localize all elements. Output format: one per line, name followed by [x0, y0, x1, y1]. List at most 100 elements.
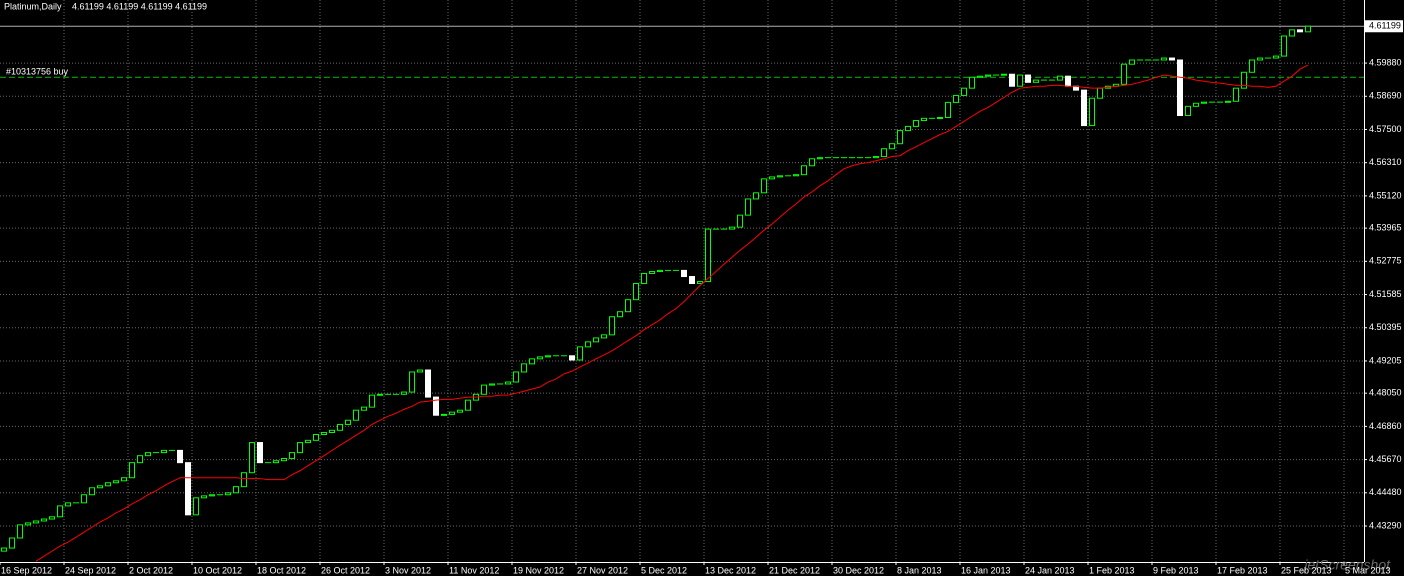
candle-bull	[905, 125, 911, 132]
candle-bear	[1177, 59, 1183, 117]
candle-bull	[1089, 97, 1095, 127]
candle-bull	[81, 494, 87, 504]
candle-bull	[321, 432, 327, 435]
y-tick-label: 4.46860	[1369, 421, 1402, 431]
candle-bull	[145, 452, 151, 457]
candle-bull	[521, 363, 527, 373]
x-tick-label: 21 Dec 2012	[769, 565, 820, 575]
y-tick-label: 4.51585	[1369, 289, 1402, 299]
candle-bull	[545, 355, 551, 358]
x-tick-label: 13 Dec 2012	[705, 565, 756, 575]
bid-label: 4.61199	[1369, 21, 1401, 31]
y-tick-label: 4.57500	[1369, 124, 1402, 134]
candle-bull	[337, 423, 343, 431]
candle-bull	[1057, 75, 1063, 81]
candle-bull	[817, 157, 823, 160]
x-tick-label: 27 Nov 2012	[577, 565, 628, 575]
candle-bull	[105, 482, 111, 487]
candle-bull	[201, 495, 207, 499]
y-tick-label: 4.45670	[1369, 454, 1402, 464]
symbol: Platinum,Daily	[4, 1, 62, 11]
candle-bull	[1273, 55, 1279, 59]
candle-bull	[593, 337, 599, 343]
candle-bull	[577, 346, 583, 361]
candle-bull	[489, 383, 495, 386]
candle-bull	[225, 492, 231, 496]
candle-bull	[353, 409, 359, 421]
y-tick-label: 4.58690	[1369, 91, 1402, 101]
plot-area	[0, 25, 1364, 562]
y-tick-label: 4.59880	[1369, 57, 1402, 67]
candle-bull	[1281, 35, 1287, 57]
candle-bull	[137, 455, 143, 464]
y-tick-label: 4.52775	[1369, 256, 1402, 266]
candle-bull	[41, 518, 47, 522]
candle-bull	[705, 228, 711, 283]
y-tick-label: 4.49205	[1369, 355, 1402, 365]
candle-bull	[129, 462, 135, 479]
candle-bull	[657, 269, 663, 273]
x-tick-label: 2 Oct 2012	[129, 565, 173, 575]
candle-bull	[769, 176, 775, 180]
x-tick-label: 1 Feb 2013	[1089, 565, 1135, 575]
candle-bull	[369, 394, 375, 408]
candle-bull	[897, 130, 903, 145]
candle-bull	[641, 272, 647, 285]
candle-bear	[569, 355, 575, 361]
candle-bull	[121, 477, 127, 482]
x-tick-label: 24 Jan 2013	[1025, 565, 1075, 575]
candle-bull	[625, 299, 631, 313]
x-tick-label: 5 Dec 2012	[641, 565, 687, 575]
candle-bull	[1225, 100, 1231, 103]
candle-bull	[329, 429, 335, 434]
x-tick-label: 8 Jan 2013	[897, 565, 942, 575]
x-tick-label: 10 Oct 2012	[193, 565, 242, 575]
candle-bull	[529, 358, 535, 365]
candle-bull	[1, 547, 7, 552]
candle-bull	[193, 497, 199, 516]
candle-bull	[697, 281, 703, 285]
candle-bull	[377, 393, 383, 396]
candle-bull	[305, 439, 311, 444]
candle-bull	[649, 271, 655, 274]
x-tick-label: 25 Feb 2013	[1281, 565, 1332, 575]
candle-bear	[1009, 73, 1015, 87]
candle-bull	[737, 214, 743, 228]
candle-bear	[185, 462, 191, 516]
x-tick-label: 26 Oct 2012	[321, 565, 370, 575]
candle-bull	[1193, 102, 1199, 107]
candle-bull	[777, 175, 783, 178]
candle-bear	[689, 276, 695, 285]
candle-bull	[25, 522, 31, 526]
x-tick-label: 9 Feb 2013	[1153, 565, 1199, 575]
candle-bear	[257, 442, 263, 464]
candle-bear	[1169, 57, 1175, 61]
candle-bull	[57, 505, 63, 518]
candle-bull	[65, 502, 71, 507]
candle-bull	[921, 117, 927, 122]
candle-bull	[609, 316, 615, 336]
x-tick-label: 3 Nov 2012	[385, 565, 431, 575]
candle-bull	[97, 485, 103, 489]
candle-bear	[433, 396, 439, 416]
candle-bear	[425, 369, 431, 398]
x-tick-label: 16 Jan 2013	[961, 565, 1011, 575]
candle-bull	[617, 311, 623, 318]
candle-bull	[49, 516, 55, 520]
y-tick-label: 4.43290	[1369, 520, 1402, 530]
candle-bull	[1185, 105, 1191, 117]
candle-bull	[481, 384, 487, 395]
candle-bull	[417, 369, 423, 373]
candle-bull	[537, 356, 543, 360]
candle-bull	[89, 487, 95, 496]
candle-bull	[985, 74, 991, 77]
y-tick-label: 4.50395	[1369, 322, 1402, 332]
candle-bull	[729, 226, 735, 230]
candle-bull	[1161, 57, 1167, 61]
candle-bull	[945, 101, 951, 118]
candle-bull	[1001, 73, 1007, 76]
candle-bull	[881, 148, 887, 158]
candle-bull	[969, 76, 975, 89]
candle-bull	[873, 156, 879, 159]
